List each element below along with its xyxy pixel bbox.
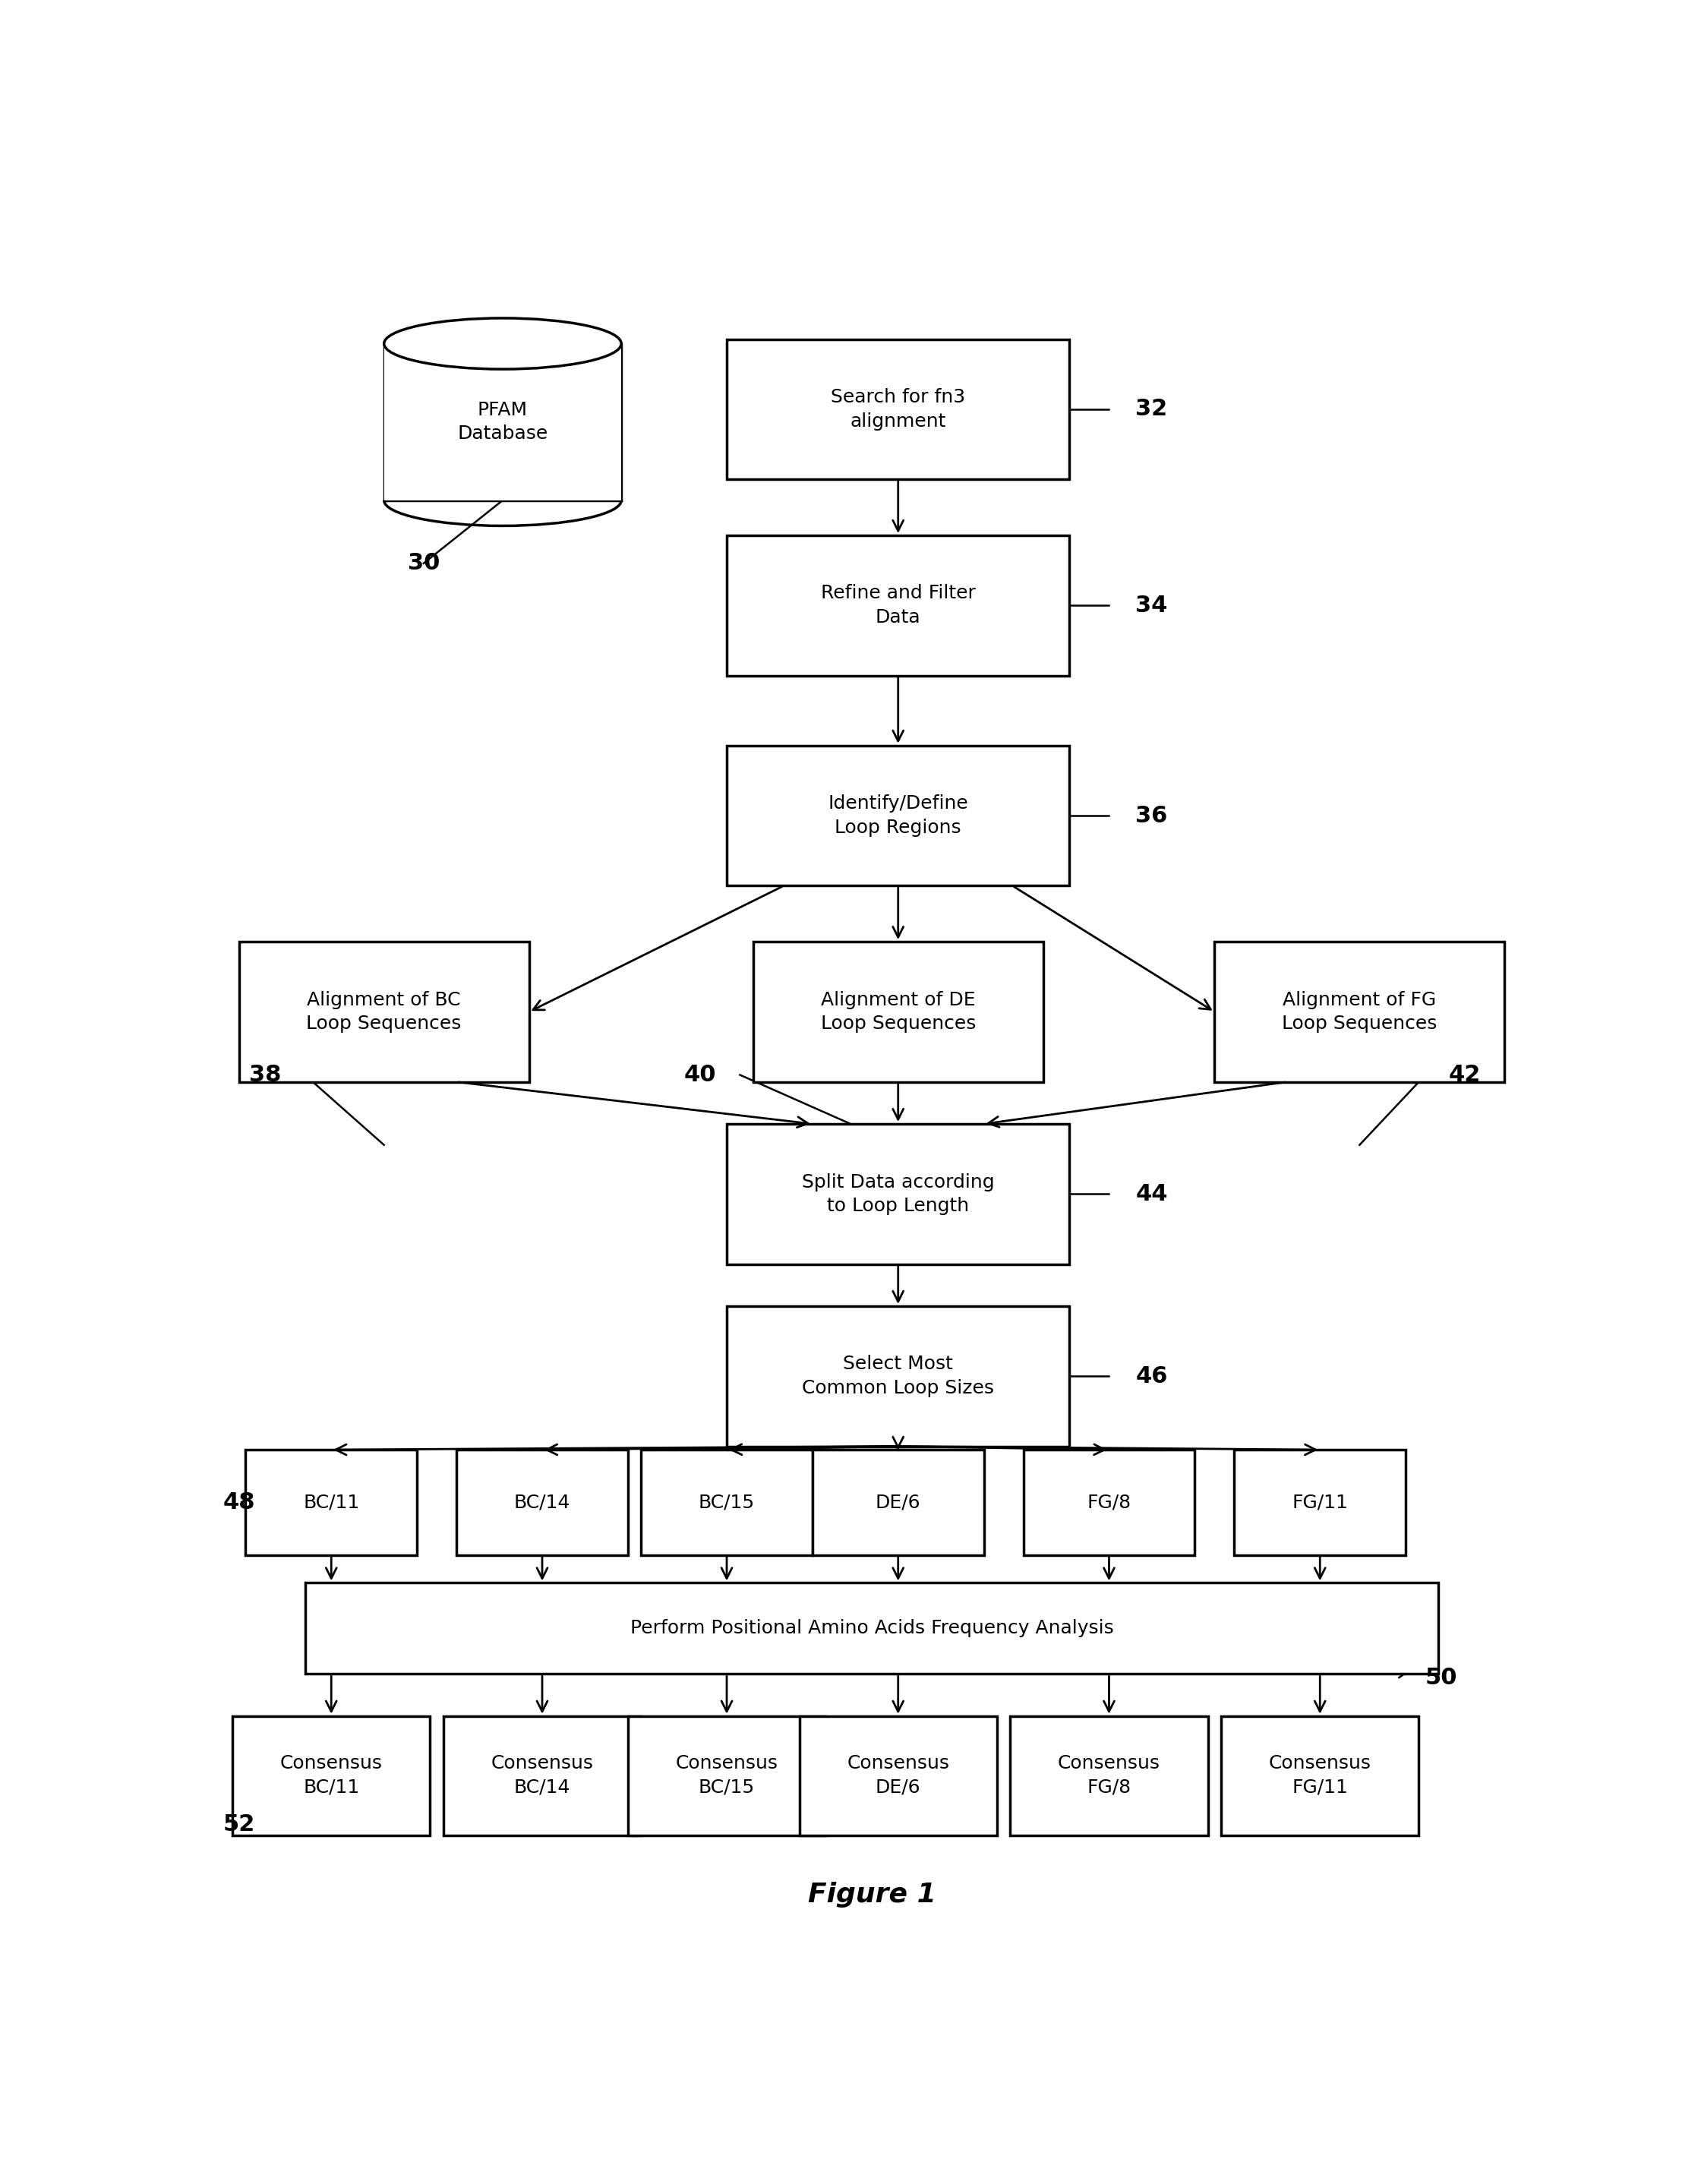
Text: BC/14: BC/14 — [514, 1494, 570, 1511]
Text: Split Data according
to Loop Length: Split Data according to Loop Length — [801, 1173, 995, 1214]
Bar — [641, 1450, 813, 1555]
Bar — [1024, 1450, 1194, 1555]
Text: 46: 46 — [1135, 1365, 1167, 1387]
Text: 40: 40 — [684, 1064, 716, 1085]
Bar — [304, 1583, 1439, 1673]
Text: 34: 34 — [1135, 594, 1167, 616]
Bar — [238, 941, 529, 1081]
Text: DE/6: DE/6 — [876, 1494, 920, 1511]
Text: Refine and Filter
Data: Refine and Filter Data — [820, 585, 976, 627]
Bar — [456, 1450, 628, 1555]
Text: 50: 50 — [1425, 1666, 1458, 1688]
Bar — [754, 941, 1043, 1081]
Text: PFAM
Database: PFAM Database — [458, 402, 548, 443]
Text: Search for fn3
alignment: Search for fn3 alignment — [830, 389, 966, 430]
Text: 36: 36 — [1135, 804, 1167, 828]
Ellipse shape — [384, 319, 621, 369]
Bar — [799, 1717, 997, 1835]
Bar — [726, 339, 1070, 478]
Text: Perform Positional Amino Acids Frequency Analysis: Perform Positional Amino Acids Frequency… — [629, 1618, 1114, 1638]
Text: 32: 32 — [1135, 397, 1167, 419]
Bar — [233, 1717, 430, 1835]
Text: Consensus
FG/8: Consensus FG/8 — [1058, 1754, 1160, 1797]
Bar — [726, 745, 1070, 887]
Text: Alignment of BC
Loop Sequences: Alignment of BC Loop Sequences — [306, 992, 461, 1033]
Bar — [726, 535, 1070, 675]
Text: BC/15: BC/15 — [699, 1494, 755, 1511]
Text: Identify/Define
Loop Regions: Identify/Define Loop Regions — [828, 795, 968, 836]
Text: Alignment of DE
Loop Sequences: Alignment of DE Loop Sequences — [820, 992, 976, 1033]
Text: Consensus
BC/11: Consensus BC/11 — [281, 1754, 383, 1797]
Bar — [444, 1717, 641, 1835]
Bar — [1010, 1717, 1208, 1835]
Text: Consensus
BC/15: Consensus BC/15 — [675, 1754, 777, 1797]
Text: FG/8: FG/8 — [1087, 1494, 1131, 1511]
Text: 42: 42 — [1449, 1064, 1482, 1085]
Text: Consensus
FG/11: Consensus FG/11 — [1269, 1754, 1371, 1797]
Text: 52: 52 — [223, 1813, 255, 1837]
Bar — [726, 1125, 1070, 1265]
Text: Alignment of FG
Loop Sequences: Alignment of FG Loop Sequences — [1283, 992, 1437, 1033]
Text: Consensus
DE/6: Consensus DE/6 — [847, 1754, 949, 1797]
Text: 38: 38 — [250, 1064, 281, 1085]
Bar — [245, 1450, 417, 1555]
Bar — [1235, 1450, 1405, 1555]
Bar — [1221, 1717, 1419, 1835]
Bar — [813, 1450, 983, 1555]
Text: Figure 1: Figure 1 — [808, 1883, 936, 1907]
Text: Consensus
BC/14: Consensus BC/14 — [492, 1754, 594, 1797]
Text: Select Most
Common Loop Sizes: Select Most Common Loop Sizes — [803, 1354, 993, 1398]
Bar — [726, 1306, 1070, 1446]
Text: BC/11: BC/11 — [303, 1494, 359, 1511]
Bar — [628, 1717, 825, 1835]
Bar — [384, 343, 621, 500]
Text: 48: 48 — [223, 1492, 255, 1514]
Text: 44: 44 — [1135, 1184, 1167, 1206]
Bar — [1215, 941, 1505, 1081]
Text: FG/11: FG/11 — [1293, 1494, 1347, 1511]
Text: 30: 30 — [408, 553, 439, 574]
